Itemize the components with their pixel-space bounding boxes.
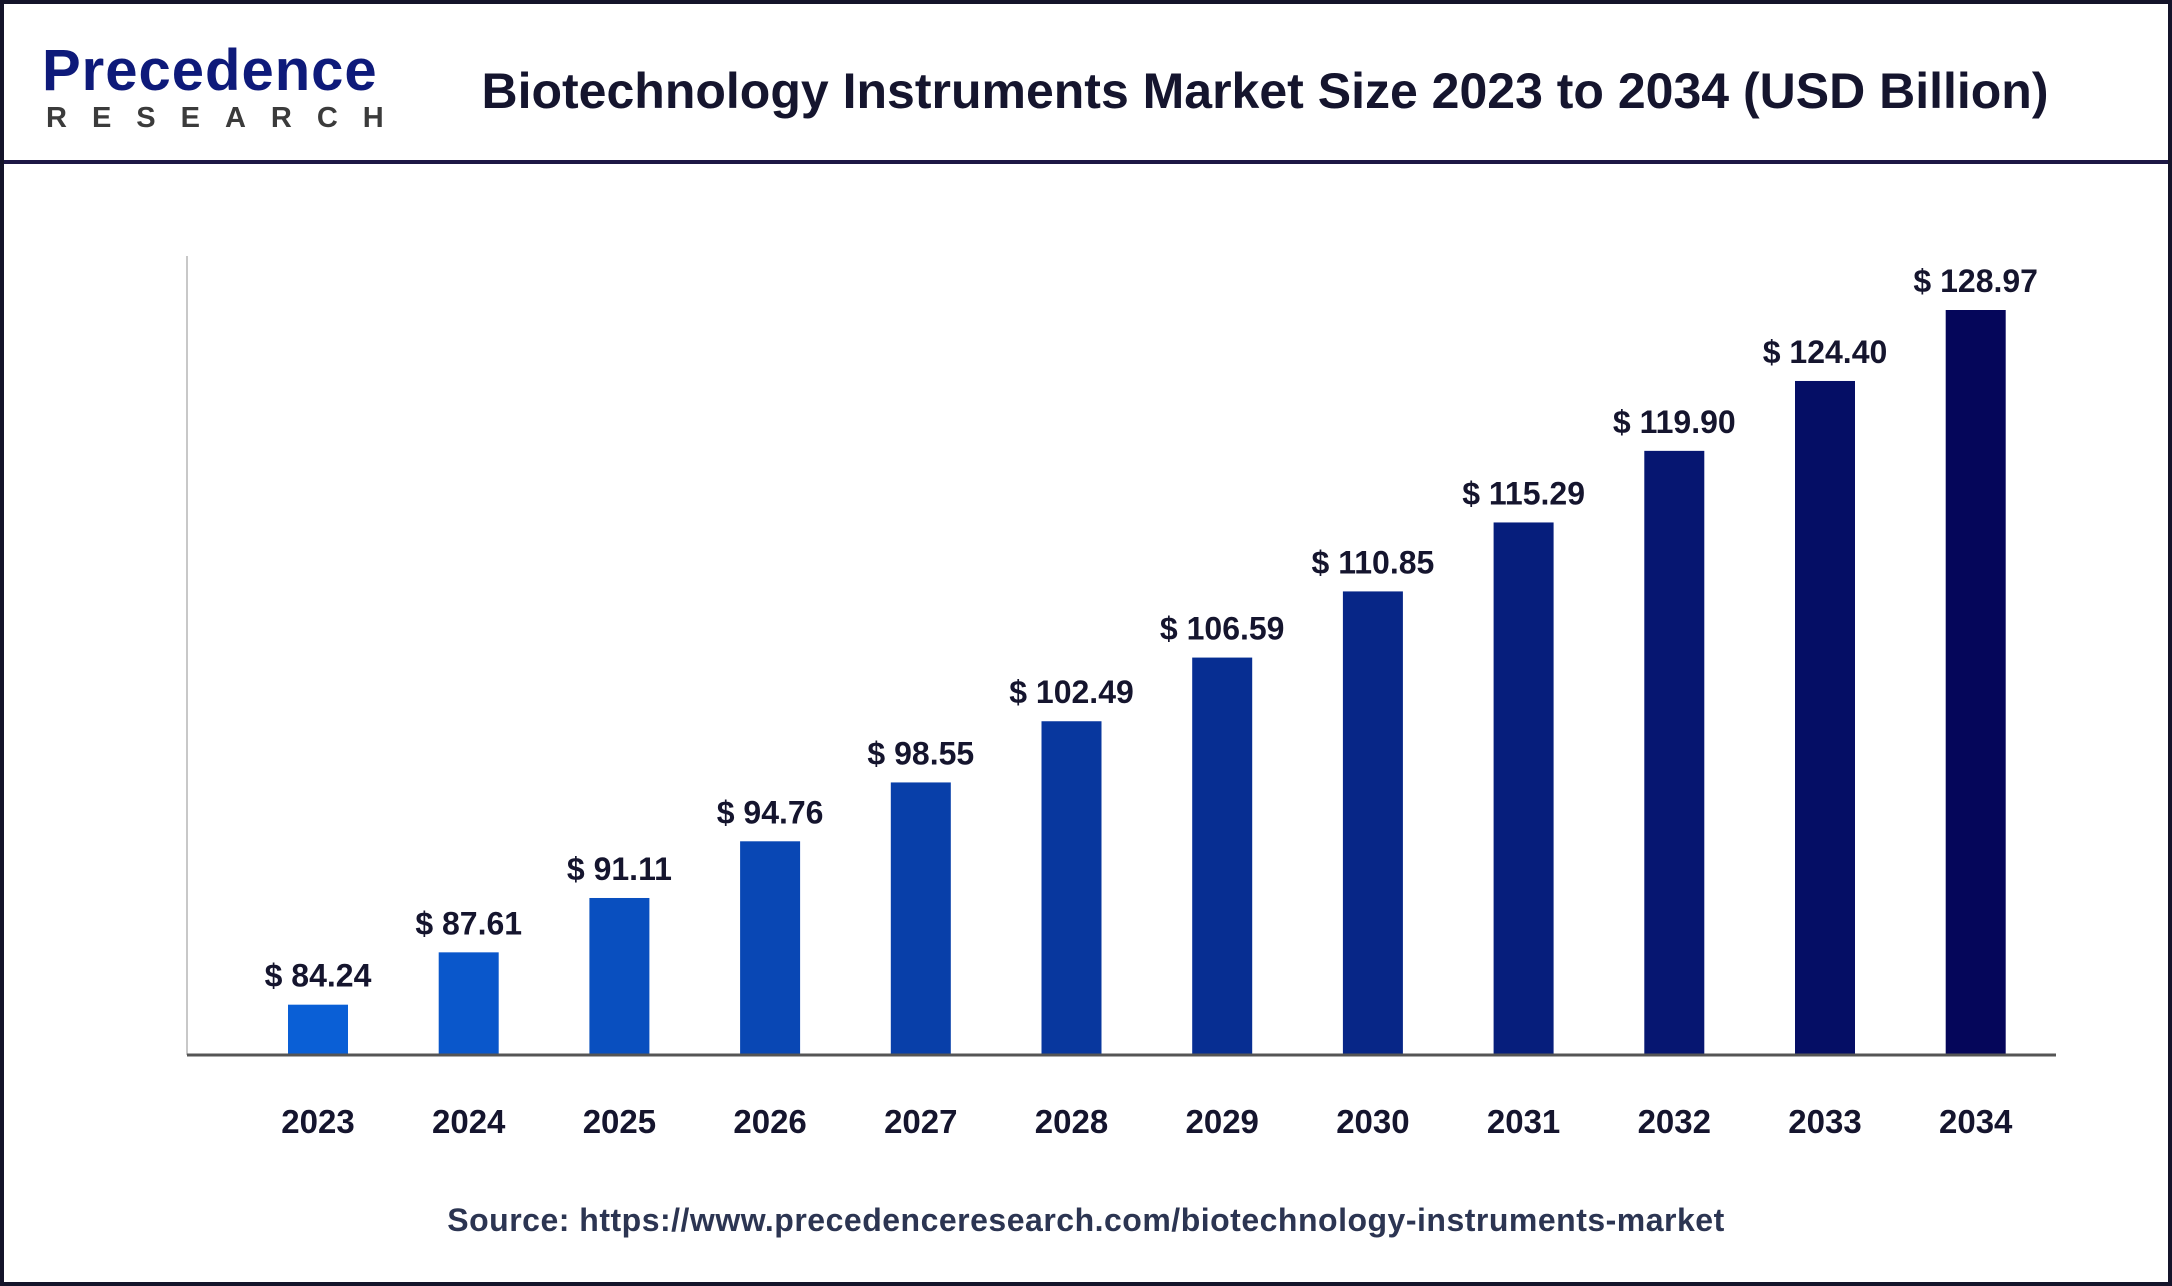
chart-title: Biotechnology Instruments Market Size 20… — [481, 63, 2049, 119]
x-tick-label: 2028 — [1035, 1103, 1108, 1140]
bar-2025 — [589, 897, 650, 1055]
data-label: $ 106.59 — [1160, 611, 1285, 647]
bar-2027 — [890, 782, 951, 1055]
bar-2029 — [1192, 657, 1253, 1055]
x-tick-label: 2030 — [1336, 1103, 1409, 1140]
data-label: $ 128.97 — [1913, 263, 2038, 299]
bar-2031 — [1493, 522, 1554, 1055]
bar-2024 — [438, 952, 499, 1055]
data-label: $ 84.24 — [265, 958, 372, 994]
x-tick-label: 2032 — [1638, 1103, 1711, 1140]
data-label: $ 102.49 — [1009, 674, 1134, 710]
source-text: Source: https://www.precedenceresearch.c… — [447, 1202, 1725, 1238]
logo-subtext: RESEARCH — [46, 102, 409, 134]
data-label: $ 87.61 — [415, 905, 522, 941]
bar-2034 — [1945, 310, 2006, 1055]
data-label: $ 98.55 — [867, 735, 974, 771]
x-tick-label: 2024 — [432, 1103, 506, 1140]
x-tick-label: 2023 — [281, 1103, 354, 1140]
x-tick-label: 2027 — [884, 1103, 957, 1140]
x-tick-label: 2031 — [1487, 1103, 1560, 1140]
bar-2033 — [1795, 380, 1855, 1055]
data-label: $ 91.11 — [567, 851, 672, 887]
bar-2030 — [1342, 591, 1403, 1055]
x-tick-label: 2033 — [1788, 1103, 1861, 1140]
logo: Precedence RESEARCH — [42, 40, 409, 135]
header-divider — [0, 160, 2172, 164]
x-tick-label: 2029 — [1185, 1103, 1258, 1140]
bar-2026 — [740, 841, 801, 1055]
bar-2023 — [288, 1004, 348, 1055]
data-label: $ 115.29 — [1462, 475, 1585, 511]
data-label: $ 110.85 — [1312, 544, 1435, 580]
bar-2028 — [1041, 721, 1102, 1055]
data-label: $ 94.76 — [717, 794, 824, 830]
logo-text: Precedence — [42, 38, 378, 103]
x-tick-label: 2034 — [1939, 1103, 2013, 1140]
bar-2032 — [1644, 450, 1705, 1055]
data-label: $ 119.90 — [1613, 404, 1736, 440]
data-label: $ 124.40 — [1763, 334, 1888, 370]
x-tick-label: 2026 — [733, 1103, 806, 1140]
x-tick-label: 2025 — [583, 1103, 656, 1140]
